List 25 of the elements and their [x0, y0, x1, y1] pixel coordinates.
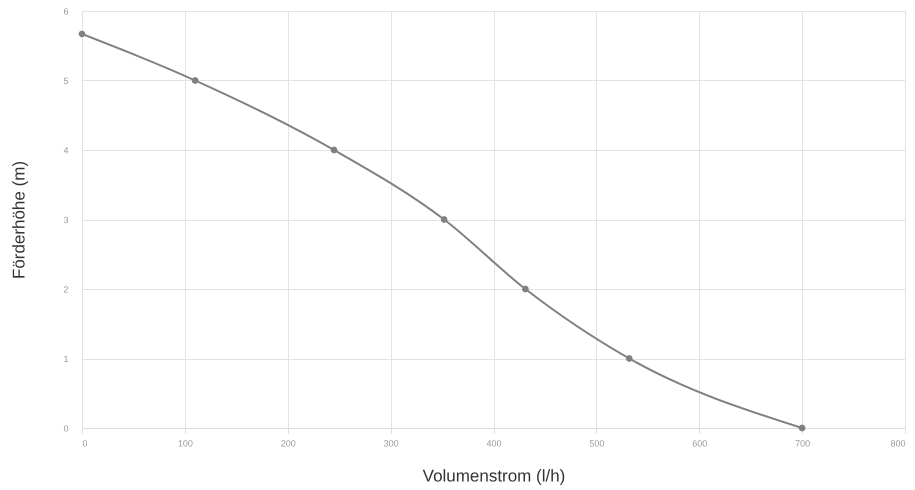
y-axis-title: Förderhöhe (m)	[9, 160, 28, 280]
x-tick-label: 400	[486, 438, 502, 448]
y-tick-label: 6	[63, 6, 68, 16]
y-tick-label: 0	[63, 424, 68, 434]
y-tick-label: 4	[63, 146, 68, 156]
x-tick-label: 300	[384, 438, 399, 448]
y-tick-label: 1	[63, 354, 68, 364]
x-axis-title: Volumenstrom (l/h)	[422, 466, 566, 486]
point	[330, 146, 338, 154]
y-tick-label: 5	[63, 76, 68, 86]
y-tick-label: 2	[63, 284, 68, 294]
x-tick-label: 600	[692, 438, 708, 448]
x-tick-label: 700	[795, 438, 810, 448]
x-tick-label: 800	[890, 438, 906, 448]
x-tick-label: 200	[280, 438, 296, 448]
x-tick-label: 500	[589, 438, 604, 448]
point	[78, 30, 86, 38]
point	[440, 216, 448, 223]
x-tick-label: 0	[82, 438, 88, 448]
point	[522, 286, 529, 292]
x-tick-label: 100	[178, 438, 193, 448]
point	[626, 355, 633, 362]
y-tick-label: 3	[63, 215, 68, 225]
point	[798, 424, 806, 432]
point	[192, 77, 199, 84]
